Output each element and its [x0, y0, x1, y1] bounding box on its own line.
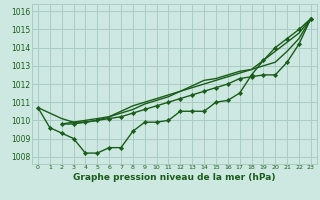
X-axis label: Graphe pression niveau de la mer (hPa): Graphe pression niveau de la mer (hPa)	[73, 173, 276, 182]
